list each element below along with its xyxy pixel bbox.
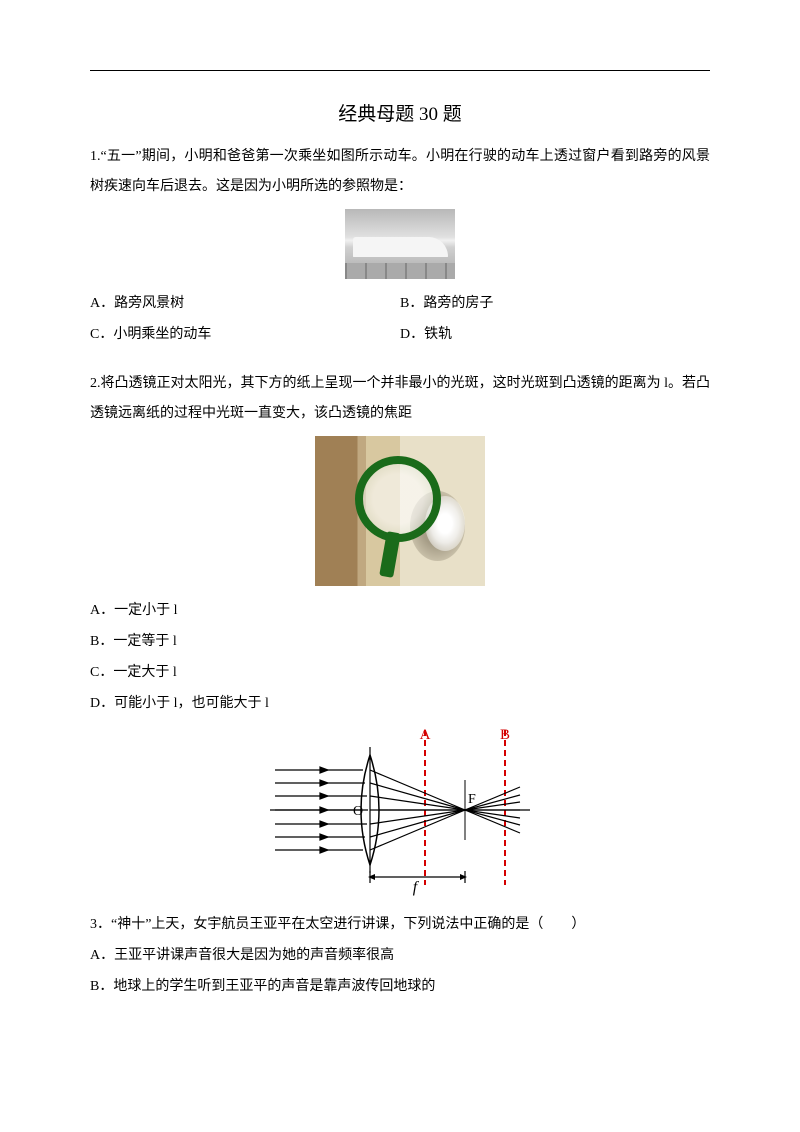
q1-options: A．路旁风景树 B．路旁的房子 C．小明乘坐的动车 D．铁轨 xyxy=(90,289,710,351)
diagram-label-f: f xyxy=(413,879,420,896)
q3-text: 3．“神十”上天，女宇航员王亚平在太空进行讲课，下列说法中正确的是（ ） xyxy=(90,910,710,941)
q1-option-c: C．小明乘坐的动车 xyxy=(90,320,400,351)
diagram-label-o: O xyxy=(353,804,363,819)
q2-photo xyxy=(90,436,710,590)
diagram-label-f-point: F xyxy=(468,792,476,807)
q2-option-a: A．一定小于 l xyxy=(90,596,710,627)
page-title: 经典母题 30 题 xyxy=(90,101,710,130)
q2-text: 2.将凸透镜正对太阳光，其下方的纸上呈现一个并非最小的光斑，这时光斑到凸透镜的距… xyxy=(90,369,710,431)
document-page: 经典母题 30 题 1.“五一”期间，小明和爸爸第一次乘坐如图所示动车。小明在行… xyxy=(0,0,800,1132)
q3-option-b: B．地球上的学生听到王亚平的声音是靠声波传回地球的 xyxy=(90,972,710,1003)
q2-option-d: D．可能小于 l，也可能大于 l xyxy=(90,689,710,720)
magnifier-photo xyxy=(315,436,485,586)
q1-figure xyxy=(90,209,710,283)
q3-option-a: A．王亚平讲课声音很大是因为她的声音频率很高 xyxy=(90,941,710,972)
diagram-label-b: B xyxy=(500,727,510,743)
q2-diagram: A B O xyxy=(90,725,710,904)
q2-option-b: B．一定等于 l xyxy=(90,627,710,658)
lens-ray-diagram: A B O xyxy=(250,725,550,904)
diagram-label-a: A xyxy=(420,727,431,743)
spacer xyxy=(90,351,710,369)
train-image xyxy=(345,209,455,279)
q1-option-d: D．铁轨 xyxy=(400,320,710,351)
q1-option-a: A．路旁风景树 xyxy=(90,289,400,320)
q1-option-b: B．路旁的房子 xyxy=(400,289,710,320)
q2-option-c: C．一定大于 l xyxy=(90,658,710,689)
q1-text: 1.“五一”期间，小明和爸爸第一次乘坐如图所示动车。小明在行驶的动车上透过窗户看… xyxy=(90,142,710,204)
header-rule xyxy=(90,70,710,71)
